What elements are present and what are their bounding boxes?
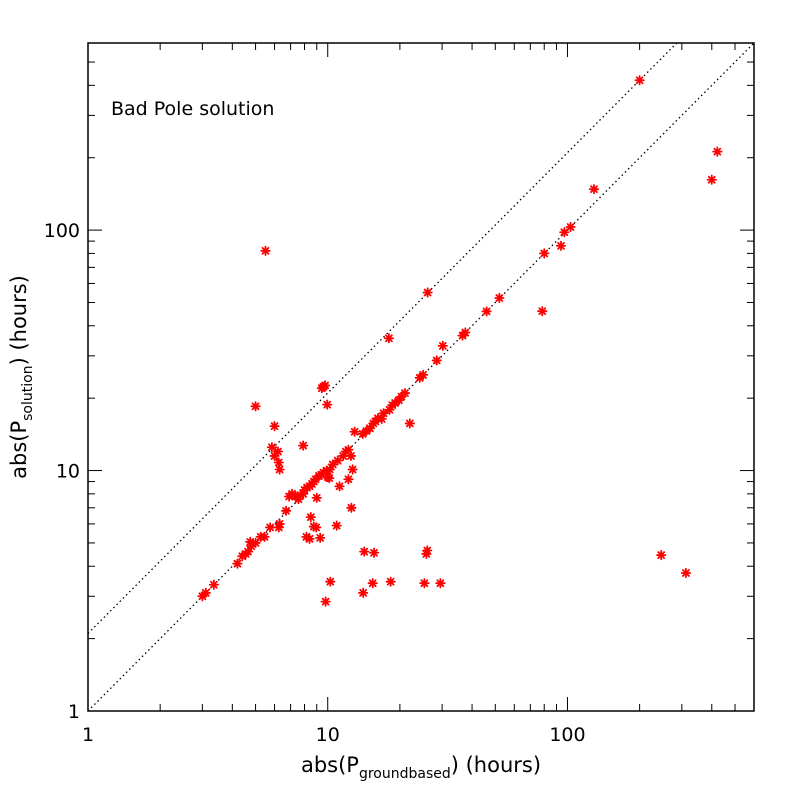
data-point [200,587,211,598]
y-tick-label: 10 [56,461,80,483]
data-point [460,327,471,338]
data-point [494,292,505,304]
data-point [320,596,331,607]
data-point [367,578,378,589]
data-point [311,522,322,533]
data-point [368,547,380,558]
data-point [680,567,692,579]
data-point [346,502,357,513]
data-point [208,579,219,590]
data-point [539,248,550,259]
data-point [259,531,270,542]
data-point [304,533,315,544]
data-point [232,558,243,569]
x-tick-label: 1 [82,724,94,746]
data-point [385,576,396,587]
tick-labels: 1 10 100 1 10 100 [44,220,586,746]
data-point [324,473,335,484]
data-point [272,446,284,457]
y-axis-label-prefix: abs(P [7,421,31,479]
data-point [325,576,336,587]
data-point [298,440,309,451]
x-axis-label-prefix: abs(P [301,753,359,777]
data-point [656,550,667,561]
data-point [431,355,442,366]
data-point [315,532,326,543]
data-point [358,587,369,598]
data-point [422,287,433,298]
data-point [437,340,448,351]
data-point [274,518,285,529]
data-point [343,474,354,485]
data-point [435,578,446,589]
data-point [305,512,316,523]
data-point [399,387,411,399]
data-point [419,578,430,589]
data-point [274,464,285,475]
data-point [559,227,570,238]
data-point [706,174,717,185]
annotation-label: Bad Pole solution [111,98,274,120]
data-point [347,464,358,475]
data-point [334,481,345,492]
data-point [712,146,723,157]
data-point [555,240,567,251]
data-point [422,545,433,556]
data-point [265,522,276,533]
y-tick-label: 100 [44,220,80,242]
y-tick-label: 1 [68,701,80,723]
data-point [269,421,280,432]
data-point [537,306,548,317]
data-point [418,369,429,380]
x-tick-label: 10 [316,724,340,746]
data-point [280,505,292,516]
data-point [242,546,254,557]
data-point [311,492,322,503]
data-point [588,184,600,195]
data-point [319,380,331,391]
x-axis-label-subscript: groundbased [359,766,451,782]
data-point [331,520,342,531]
data-point [383,333,395,344]
x-axis-label-suffix: ) (hours) [451,753,541,777]
data-point [245,536,256,547]
x-axis-label: abs(Pgroundbased) (hours) [301,753,541,782]
data-point [260,245,271,256]
data-point [634,75,645,86]
data-point [266,442,278,453]
data-point [250,401,261,412]
x-tick-label: 100 [549,724,585,746]
data-point [349,426,360,437]
data-point [404,418,415,429]
y-axis-label-suffix: ) (hours) [7,275,31,365]
data-point [345,450,357,462]
data-point [359,546,370,557]
data-point [322,399,333,410]
y-axis-label: abs(Psolution) (hours) [7,275,36,479]
data-point [481,306,492,317]
data-point [565,221,576,233]
data-point [250,537,261,549]
plot-frame [87,42,755,712]
data-points [197,75,723,607]
y-axis-label-subscript: solution [20,365,36,420]
